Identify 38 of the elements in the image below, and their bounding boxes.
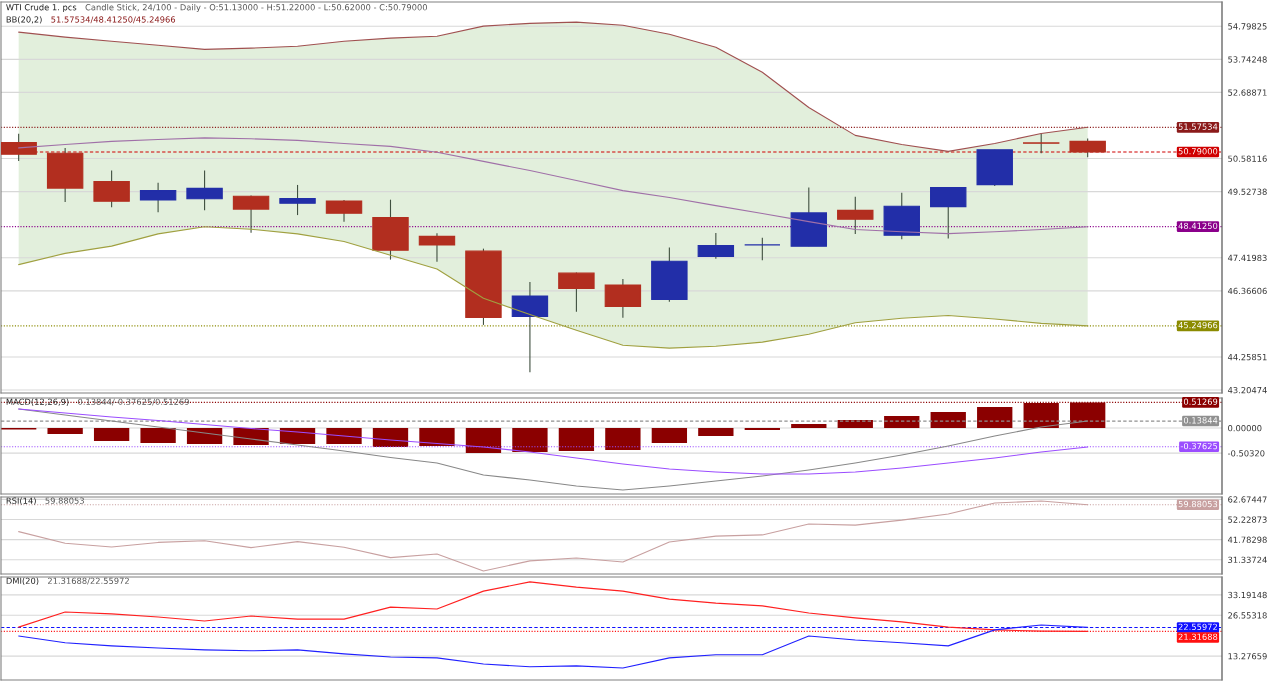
y-tick-label: 46.36606 [1227, 287, 1267, 295]
ref-line-label: 45.24966 [1178, 321, 1218, 329]
chart-subtitle: 59.88053 [45, 497, 84, 504]
chart-title: MACD(12,26,9) [6, 398, 69, 406]
ref-line-label: 21.31688 [1178, 633, 1218, 640]
chart-subtitle: 0.13844/-0.37625/0.51269 [78, 398, 189, 406]
y-tick-label: 47.41983 [1227, 254, 1267, 262]
y-tick-label: 53.74248 [1228, 56, 1267, 63]
y-tick-label: 0.00000 [1228, 424, 1262, 432]
chart-subtitle: Candle Stick, 24/100 - Daily - O:51.13000 - H:51.22000 - L:50.62000 - C:50.79000 [85, 3, 428, 13]
y-tick-label: 26.55318 [1228, 612, 1267, 619]
y-tick-label: 44.25851 [1227, 353, 1267, 361]
y-tick-label: 33.19148 [1228, 591, 1267, 599]
ref-line-label: -0.37625 [1180, 442, 1218, 450]
y-tick-label: 49.52738 [1227, 188, 1267, 195]
y-tick-label: 41.78298 [1227, 536, 1267, 543]
ref-line-label: 51.57534 [1178, 123, 1218, 130]
annotation: 51.57534/48.41250/45.24966 [51, 16, 176, 24]
chart-title: WTI Crude 1. pcs [6, 3, 77, 13]
annotation: BB(20,2) [6, 16, 42, 24]
y-tick-label: 54.79825 [1228, 23, 1267, 30]
y-tick-label: -0.50320 [1227, 450, 1265, 457]
y-tick-label: 43.20474 [1227, 387, 1267, 394]
ref-line-label: 50.79000 [1178, 148, 1218, 155]
ref-line-label: 48.41250 [1178, 222, 1218, 230]
ref-line-label: 0.51269 [1183, 398, 1218, 405]
y-tick-label: 50.58116 [1228, 155, 1267, 162]
chart-title: DMI(20) [6, 577, 39, 585]
y-tick-label: 62.67447 [1228, 496, 1267, 503]
ref-line-label: 0.13844 [1183, 417, 1218, 424]
ref-line-label: 59.88053 [1178, 500, 1218, 508]
chart-subtitle: 21.31688/22.55972 [48, 577, 129, 585]
y-tick-label: 31.33724 [1228, 556, 1267, 563]
ref-line-label: 22.55972 [1178, 623, 1217, 630]
y-tick-label: 52.68871 [1228, 89, 1267, 96]
y-tick-label: 13.27659 [1228, 653, 1267, 660]
chart-title: RSI(14) [6, 497, 36, 505]
y-tick-label: 52.22873 [1228, 516, 1267, 523]
